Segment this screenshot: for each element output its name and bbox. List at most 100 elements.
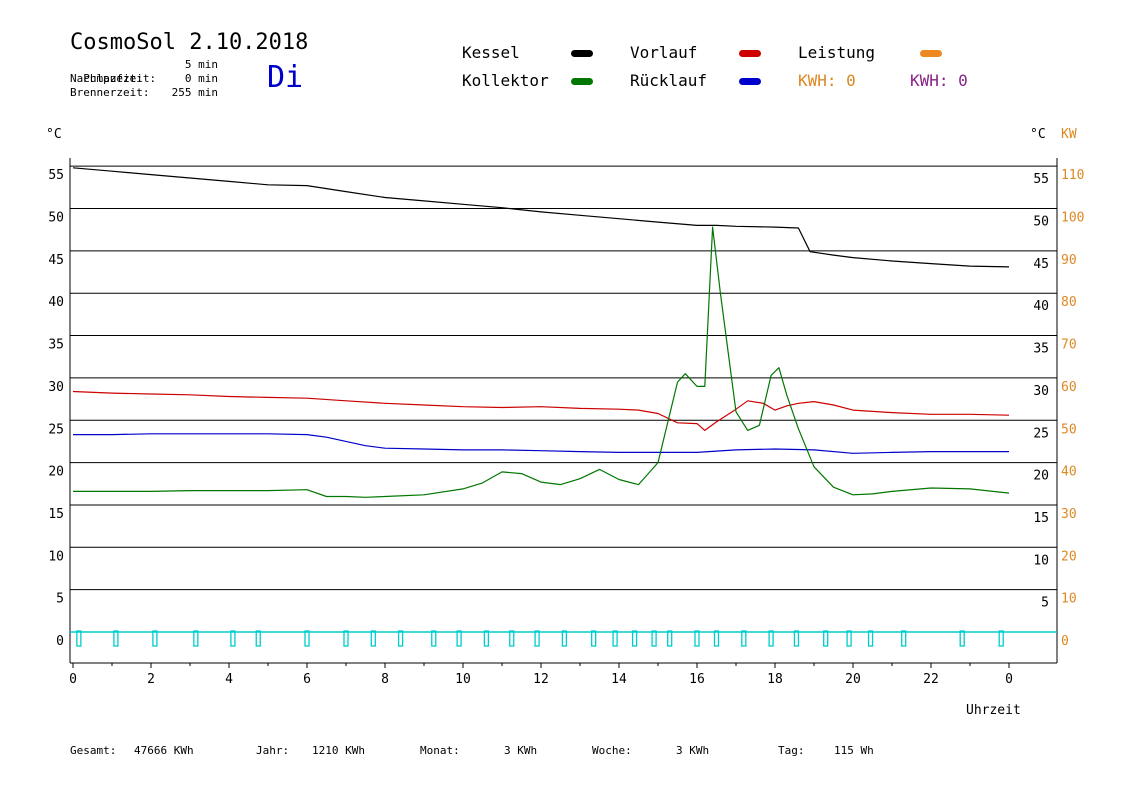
legend-vorlauf-swatch (739, 50, 761, 57)
y-tick-label-right-kw: 100 (1061, 211, 1084, 226)
legend-vorlauf-label: Vorlauf (630, 43, 698, 62)
pump-marker (193, 630, 199, 647)
info-brennerzeit-value: 255 min (171, 86, 218, 99)
series-line-vorlauf (72, 390, 1010, 431)
info-brennerzeit: Brennerzeit: (70, 86, 150, 99)
chart-title: CosmoSol 2.10.2018 (70, 30, 309, 55)
x-tick-label: 20 (845, 672, 861, 687)
footer-tag-value: 115 Wh (834, 744, 874, 757)
y-tick-label-right-kw: 60 (1061, 380, 1077, 395)
footer-gesamt-value: 47666 KWh (134, 744, 194, 757)
x-tick-label: 10 (455, 672, 471, 687)
legend-kollektor-label: Kollektor (462, 71, 549, 90)
y-tick-label-left: 10 (48, 549, 64, 564)
y-tick-label-left: 50 (48, 211, 64, 226)
y-tick-label-left: 55 (48, 168, 64, 183)
pump-marker (998, 630, 1004, 647)
y-axis-right-unit-kw: KW (1061, 127, 1077, 142)
pump-marker (561, 630, 568, 647)
y-tick-label-right-kw: 20 (1061, 549, 1077, 564)
y-tick-label-right-kw: 40 (1061, 465, 1077, 480)
x-tick-label: 4 (225, 672, 233, 687)
footer-jahr-value: 1210 KWh (312, 744, 365, 757)
pump-marker (456, 630, 462, 647)
y-tick-label-right-kw: 30 (1061, 507, 1077, 522)
pump-marker (304, 630, 310, 647)
pump-marker (483, 630, 490, 647)
y-tick-label-right-c: 20 (1033, 469, 1049, 484)
y-tick-label-right-c: 50 (1033, 215, 1049, 230)
legend-kollektor-swatch (571, 78, 593, 85)
x-tick-label: 2 (147, 672, 155, 687)
pump-marker (768, 630, 774, 647)
x-tick-label: 22 (923, 672, 939, 687)
footer-tag-label: Tag: (778, 744, 805, 757)
y-tick-label-right-c: 35 (1033, 342, 1049, 357)
x-tick-label: 8 (381, 672, 389, 687)
y-tick-label-right-c: 45 (1033, 257, 1049, 272)
series-line-kollektor (73, 226, 1010, 498)
pump-marker (509, 630, 515, 647)
y-tick-label-left: 30 (48, 380, 64, 395)
x-tick-label: 16 (689, 672, 705, 687)
footer-woche-label: Woche: (592, 744, 632, 757)
pump-marker (76, 630, 82, 647)
x-tick-label: 14 (611, 672, 627, 687)
series-line-ruecklauf (73, 433, 1009, 454)
info-nachlaufzeit-value: 0 min (184, 72, 218, 85)
pump-marker (431, 630, 437, 647)
pump-marker (230, 630, 236, 647)
y-axis-right-unit-c: °C (1030, 127, 1046, 142)
y-tick-label-right-kw: 110 (1061, 168, 1084, 183)
y-tick-label-right-kw: 10 (1061, 592, 1077, 607)
info-pumpzeit: Pumpzeit: (70, 58, 143, 86)
pump-marker (255, 630, 261, 647)
pump-marker (343, 630, 349, 647)
pump-marker (591, 630, 597, 647)
y-tick-label-right-kw: 50 (1061, 422, 1077, 437)
y-tick-label-right-kw: 70 (1061, 338, 1077, 353)
y-tick-label-left: 5 (56, 592, 64, 607)
y-tick-label-right-c: 10 (1033, 553, 1049, 568)
footer-monat-value: 3 KWh (504, 744, 538, 757)
info-label: Pumpzeit: (83, 72, 143, 85)
footer-monat-label: Monat: (420, 744, 460, 757)
weekday-label: Di (267, 60, 304, 95)
y-tick-label-right-c: 25 (1033, 426, 1049, 441)
y-tick-label-right-kw: 80 (1061, 295, 1077, 310)
footer-woche-value: 3 KWh (676, 744, 710, 757)
pump-marker (534, 630, 540, 647)
pump-marker (651, 630, 657, 647)
y-tick-label-right-c: 40 (1033, 299, 1049, 314)
pump-marker (959, 630, 965, 647)
legend-leistung-label: Leistung (798, 43, 876, 62)
y-tick-label-right-c: 5 (1041, 596, 1049, 611)
legend-kessel-swatch (571, 50, 593, 57)
legend-kwh-value-2: KWH: 0 (910, 71, 968, 90)
pump-marker (370, 630, 376, 647)
pump-marker (867, 630, 874, 647)
legend-leistung-swatch (920, 50, 942, 57)
footer-gesamt-label: Gesamt: (70, 744, 117, 757)
y-tick-label-right-c: 55 (1033, 172, 1049, 187)
pump-marker (113, 630, 119, 647)
pump-marker (846, 630, 852, 647)
info-nachlaufzeit: Nachlaufzeit: (70, 72, 157, 85)
pump-marker (631, 630, 638, 647)
y-tick-label-left: 15 (48, 507, 64, 522)
y-tick-label-right-kw: 0 (1061, 634, 1069, 649)
y-tick-label-right-c: 15 (1033, 511, 1049, 526)
x-tick-label: 18 (767, 672, 783, 687)
x-tick-label: 6 (303, 672, 311, 687)
x-tick-label: 0 (1005, 672, 1013, 687)
y-tick-label-right-c: 30 (1033, 384, 1049, 399)
footer-jahr-label: Jahr: (256, 744, 290, 757)
pump-marker (901, 630, 907, 647)
y-tick-label-right-kw: 90 (1061, 253, 1077, 268)
pump-marker (694, 630, 700, 647)
series-line-kessel (72, 167, 1010, 268)
pump-marker (823, 630, 829, 647)
pump-marker (741, 630, 747, 647)
pump-marker (152, 630, 158, 647)
